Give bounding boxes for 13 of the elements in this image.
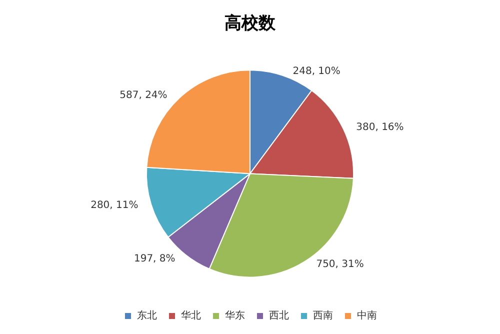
legend-label: 华东 (225, 310, 245, 322)
data-label: 280, 11% (90, 200, 138, 211)
legend-label: 华北 (181, 310, 201, 322)
data-label: 380, 16% (356, 122, 404, 133)
legend-label: 西南 (313, 310, 333, 322)
data-label: 750, 31% (316, 259, 364, 270)
chart-title: 高校数 (224, 14, 276, 34)
legend-label: 东北 (137, 310, 157, 322)
legend-label: 西北 (269, 310, 289, 322)
data-label: 197, 8% (134, 253, 176, 264)
data-label: 587, 24% (120, 90, 168, 101)
legend-label: 中南 (357, 310, 377, 322)
data-label: 248, 10% (292, 66, 340, 78)
